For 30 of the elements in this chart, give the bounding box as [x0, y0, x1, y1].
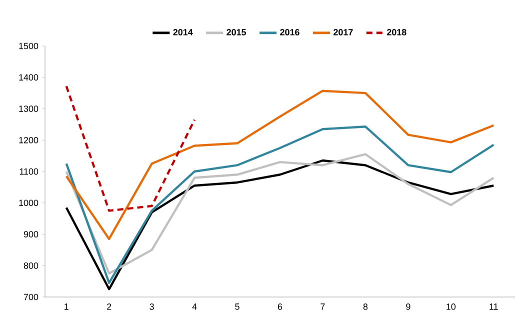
y-tick-label: 1400: [19, 74, 38, 81]
y-tick-label: 1100: [20, 168, 38, 175]
legend-label: 2014: [173, 29, 193, 36]
x-tick-label: 5: [235, 304, 240, 310]
y-tick-label: 800: [24, 262, 38, 269]
y-tick-label: 900: [24, 231, 38, 238]
x-tick-label: 7: [320, 304, 325, 310]
x-tick-label: 10: [446, 304, 456, 310]
x-tick-label: 2: [107, 304, 112, 310]
legend-label: 2016: [280, 29, 300, 36]
y-tick-label: 1300: [19, 106, 38, 112]
y-tick-label: 1500: [19, 42, 38, 50]
x-tick-label: 6: [278, 304, 282, 310]
x-tick-label: 1: [64, 304, 68, 310]
legend-label: 2015: [226, 29, 246, 36]
x-tick-label: 3: [150, 304, 154, 310]
y-tick-label: 1000: [19, 200, 38, 206]
line-series: [65, 153, 495, 275]
line-series: [65, 126, 495, 284]
line-series: [65, 159, 495, 290]
legend-label: 2018: [386, 29, 406, 36]
legend-label: 2017: [334, 29, 353, 36]
x-tick-label: 4: [192, 304, 197, 310]
x-tick-label: 11: [490, 304, 498, 310]
y-tick-label: 700: [24, 294, 38, 300]
x-tick-label: 8: [363, 304, 368, 310]
x-tick-label: 9: [406, 304, 410, 310]
line-series: [65, 85, 196, 212]
line-series: [65, 90, 495, 240]
y-tick-label: 1200: [19, 136, 38, 144]
